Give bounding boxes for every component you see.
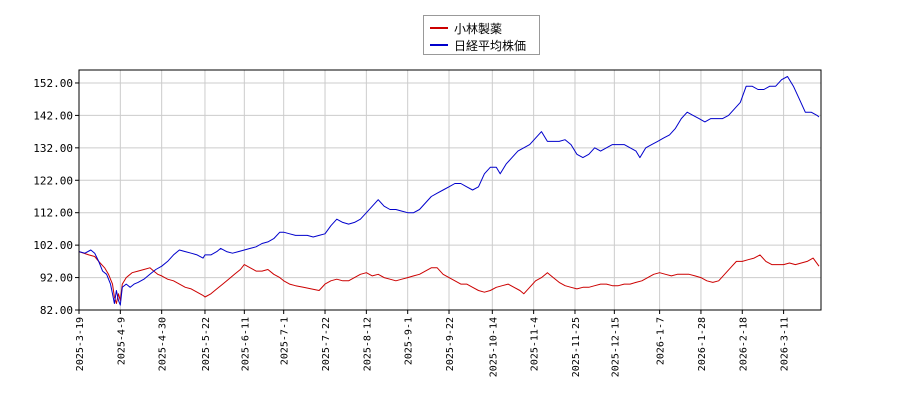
x-tick-label: 2025-9-22 [445,317,456,371]
gridlines [78,70,821,311]
x-tick-label: 2026-1-7 [656,317,667,365]
x-tick-label: 2025-5-22 [201,317,212,371]
x-tick-label: 2025-11-25 [571,317,582,377]
y-axis-ticks: 82.00 92.00 102.00 112.00 122.00 132.00 142.00… [33,77,79,317]
x-tick-label: 2026-3-11 [780,317,791,371]
y-tick-label: 142.00 [33,109,73,122]
y-tick-label: 152.00 [33,77,73,90]
x-tick-label: 2026-2-18 [738,317,749,371]
x-tick-label: 2025-7-1 [280,317,291,365]
series-lines [78,76,820,306]
plot-area-frame [78,69,822,311]
legend-swatch-nikkei [430,44,448,46]
legend: 小林製薬 日経平均株価 [423,15,540,55]
y-tick-label: 112.00 [33,207,73,220]
legend-entry-kobayashi: 小林製薬 [430,20,502,36]
x-tick-label: 2025-9-1 [404,317,415,365]
x-tick-label: 2025-3-19 [75,317,86,371]
x-tick-label: 2025-11-4 [530,317,541,371]
x-tick-label: 2025-10-14 [488,317,499,377]
x-axis-ticks: 2025-3-19 2025-4-9 2025-4-30 2025-5-22 2025-… [75,310,791,377]
legend-entry-nikkei: 日経平均株価 [430,37,526,53]
legend-swatch-kobayashi [430,27,448,29]
y-tick-label: 132.00 [33,142,73,155]
x-tick-label: 2025-4-9 [116,317,127,365]
x-tick-label: 2025-8-12 [362,317,373,371]
series-line-nikkei [78,76,820,306]
series-line-kobayashi [78,251,820,304]
y-tick-label: 122.00 [33,174,73,187]
x-tick-label: 2026-1-28 [697,317,708,371]
x-tick-label: 2025-12-15 [610,317,621,377]
y-tick-label: 92.00 [40,272,73,285]
x-tick-label: 2025-6-11 [240,317,251,371]
y-tick-label: 82.00 [40,304,73,317]
x-tick-label: 2025-4-30 [158,317,169,371]
legend-label-nikkei: 日経平均株価 [454,38,527,53]
y-tick-label: 102.00 [33,239,73,252]
legend-label-kobayashi: 小林製薬 [454,21,503,36]
x-tick-label: 2025-7-22 [321,317,332,371]
